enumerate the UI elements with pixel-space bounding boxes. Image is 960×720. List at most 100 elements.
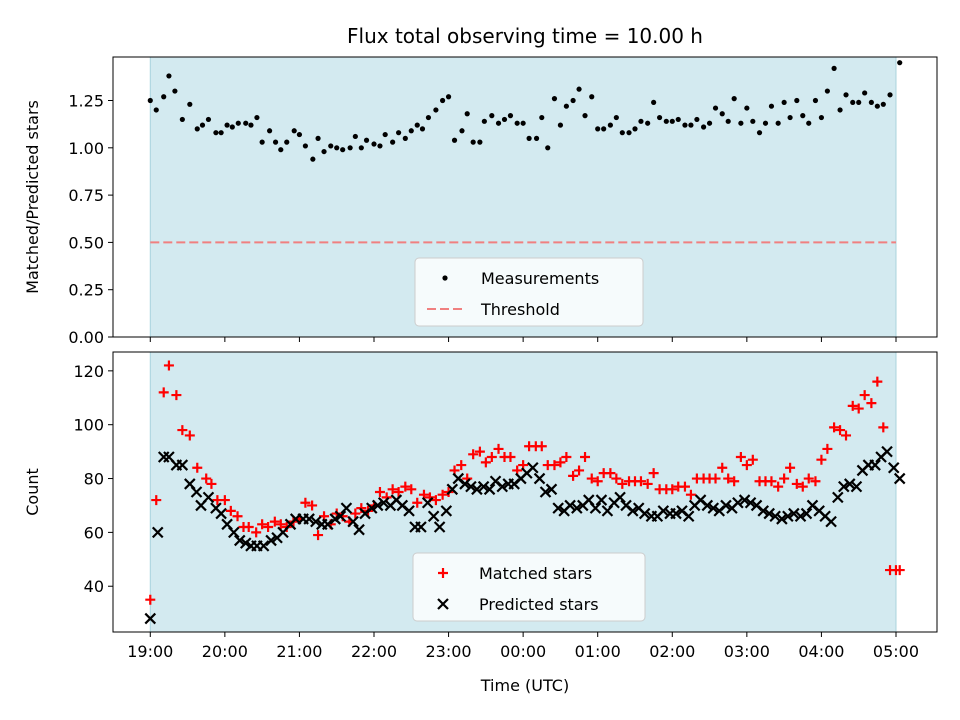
data-point — [315, 135, 321, 141]
data-point — [638, 507, 651, 520]
data-point — [451, 137, 458, 143]
data-point — [514, 120, 520, 126]
data-point — [465, 480, 477, 493]
data-point — [393, 487, 404, 497]
data-point — [303, 513, 315, 525]
data-point — [723, 473, 734, 484]
legend-box — [414, 257, 644, 327]
x-tick-label: 20:00 — [202, 642, 248, 661]
data-point — [427, 510, 440, 523]
data-point — [732, 496, 744, 509]
data-point — [645, 120, 651, 126]
data-point — [321, 518, 334, 531]
data-point — [172, 88, 178, 94]
data-point — [893, 472, 906, 485]
data-point — [663, 118, 669, 124]
data-point — [843, 478, 856, 490]
data-point — [779, 473, 790, 484]
data-point — [847, 400, 858, 411]
x-tick-label: 19:00 — [127, 642, 173, 661]
data-point — [396, 130, 402, 136]
data-point — [794, 510, 807, 523]
data-point — [350, 508, 361, 519]
x-tick-label: 00:00 — [500, 642, 546, 661]
data-point — [493, 443, 504, 454]
data-point — [464, 111, 470, 117]
data-point — [794, 97, 800, 104]
data-point — [757, 505, 770, 517]
y-tick-label: 0.50 — [68, 233, 104, 252]
data-point — [459, 478, 471, 490]
data-point — [706, 120, 713, 126]
data-point — [725, 118, 731, 124]
data-point — [894, 565, 905, 576]
legend-swatch — [438, 568, 448, 578]
data-point — [144, 612, 157, 625]
data-point — [710, 473, 721, 484]
data-point — [797, 481, 808, 492]
data-point — [179, 116, 185, 123]
data-point — [785, 462, 796, 473]
data-point — [574, 465, 585, 476]
data-point — [228, 526, 240, 539]
data-point — [382, 131, 388, 138]
data-point — [738, 120, 744, 126]
data-point — [199, 122, 206, 128]
data-point — [720, 499, 732, 512]
data-point — [824, 88, 830, 94]
data-point — [763, 507, 775, 520]
legend-label: Threshold — [480, 300, 560, 319]
x-tick-label: 05:00 — [873, 642, 919, 661]
data-point — [347, 515, 359, 528]
data-point — [501, 116, 508, 123]
data-point — [371, 499, 384, 512]
data-point — [576, 86, 582, 92]
data-point — [356, 503, 367, 514]
data-point — [731, 96, 737, 102]
data-point — [278, 147, 284, 153]
data-point — [775, 120, 781, 126]
data-point — [862, 90, 868, 96]
data-point — [470, 139, 476, 145]
data-point — [340, 502, 353, 514]
data-point — [213, 130, 219, 136]
data-point — [607, 122, 613, 128]
data-point — [353, 523, 365, 536]
data-point — [481, 118, 487, 124]
data-point — [614, 491, 626, 504]
data-point — [735, 452, 746, 462]
data-point — [147, 97, 153, 104]
data-point — [445, 94, 452, 100]
y-tick-label: 0.25 — [68, 281, 104, 300]
x-axis-label: Time (UTC) — [480, 676, 569, 695]
data-point — [459, 128, 465, 134]
data-point — [766, 476, 777, 487]
data-point — [782, 510, 794, 523]
y-axis-label: Matched/Predicted stars — [23, 100, 42, 294]
data-point — [243, 120, 249, 126]
data-point — [477, 139, 483, 145]
data-point — [611, 473, 622, 484]
data-point — [446, 483, 459, 496]
data-point — [176, 459, 189, 471]
data-point — [586, 473, 597, 484]
data-point — [729, 476, 740, 487]
data-point — [218, 130, 224, 136]
data-point — [810, 476, 821, 487]
ratio-panel: 0.00 0.25 0.50 0.75 1.00 1.25 Matched/Predicte… — [23, 56, 938, 347]
data-point — [161, 94, 167, 100]
data-point — [589, 94, 595, 100]
data-point — [667, 484, 678, 495]
data-point — [642, 478, 653, 489]
data-point — [243, 522, 254, 532]
data-point — [589, 502, 602, 514]
data-point — [206, 478, 217, 489]
data-point — [302, 143, 308, 149]
data-point — [738, 494, 751, 506]
data-point — [187, 101, 193, 107]
data-point — [310, 156, 316, 162]
data-point — [483, 483, 496, 496]
data-point — [878, 422, 889, 433]
data-point — [539, 114, 545, 121]
data-point — [700, 124, 707, 130]
